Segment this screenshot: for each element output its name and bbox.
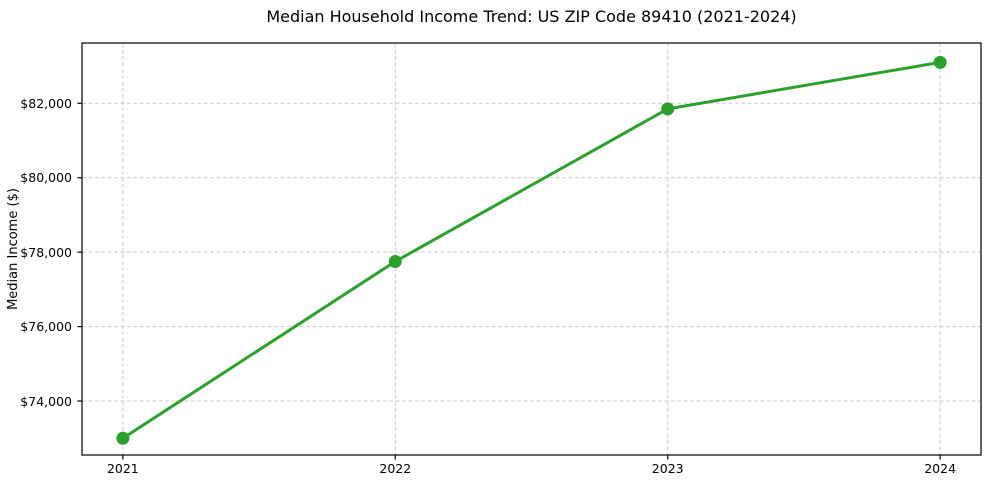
y-tick-label: $82,000 — [20, 95, 72, 111]
chart-title: Median Household Income Trend: US ZIP Co… — [266, 7, 797, 26]
series-line — [121, 60, 942, 440]
y-tick-label: $78,000 — [20, 244, 72, 260]
x-tick-label: 2024 — [924, 461, 957, 476]
data-point-marker — [661, 102, 675, 116]
y-tick-label: $74,000 — [20, 393, 72, 409]
y-tick-label: $76,000 — [20, 319, 72, 335]
data-point-marker — [116, 431, 130, 445]
y-tick-label: $80,000 — [20, 170, 72, 186]
x-tick-label: 2022 — [379, 461, 412, 476]
plot-frame — [81, 42, 982, 456]
data-point-marker — [933, 55, 947, 69]
x-tick-label: 2021 — [106, 461, 139, 476]
x-tick-label: 2023 — [651, 461, 684, 476]
data-point-marker — [388, 254, 402, 268]
